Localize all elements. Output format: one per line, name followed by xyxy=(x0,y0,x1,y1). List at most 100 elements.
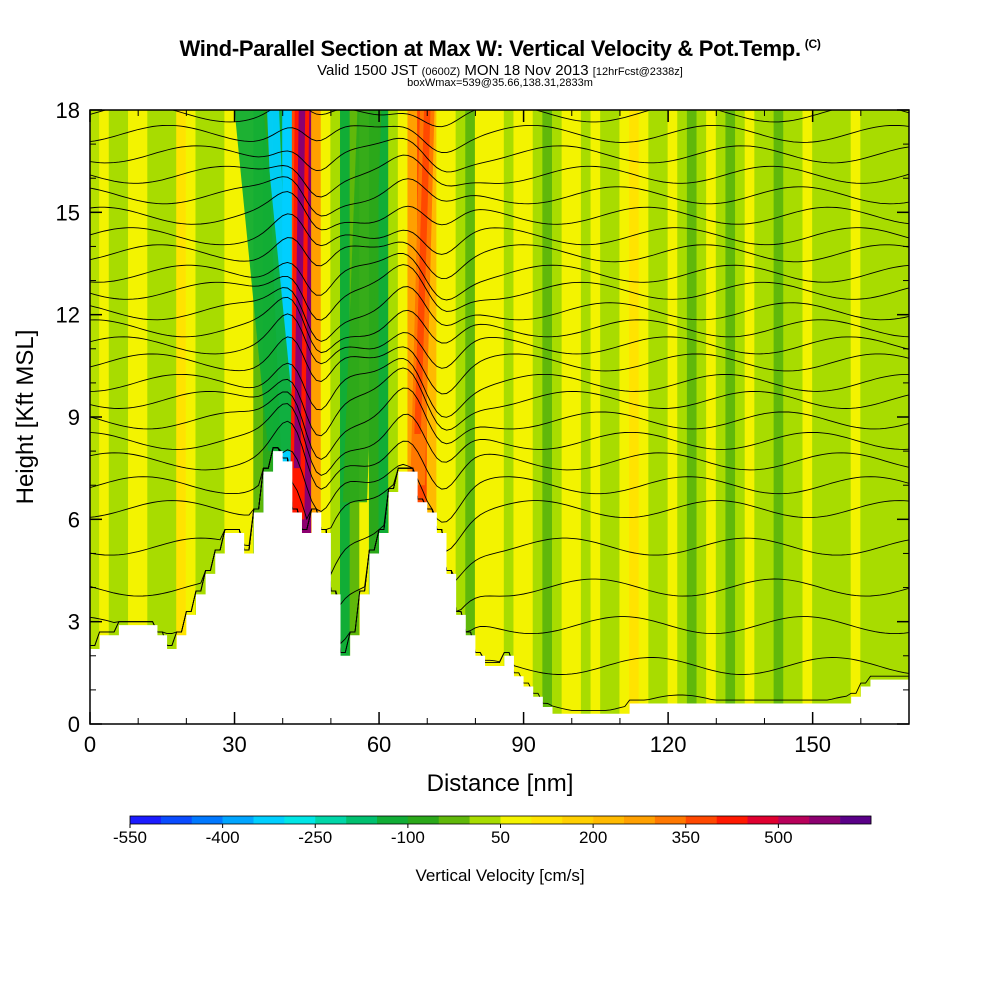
velocity-column xyxy=(696,110,708,724)
velocity-column xyxy=(580,110,592,724)
y-tick-label: 18 xyxy=(56,98,80,123)
updraft-core xyxy=(414,110,431,435)
theta-contour-line xyxy=(90,110,909,128)
velocity-column xyxy=(571,110,582,724)
colorbar-swatch xyxy=(438,816,470,824)
theta-contour-line xyxy=(90,420,909,490)
velocity-column xyxy=(253,110,264,724)
colorbar-swatch xyxy=(407,816,440,824)
chart-title-text: Wind-Parallel Section at Max W: Vertical… xyxy=(179,36,801,61)
x-tick-label: 0 xyxy=(84,732,96,757)
velocity-column xyxy=(860,110,871,724)
velocity-column xyxy=(725,110,737,724)
colorbar-swatch xyxy=(315,816,347,824)
theta-contour-line xyxy=(90,447,909,523)
velocity-column xyxy=(99,110,110,724)
velocity-column xyxy=(436,110,448,724)
velocity-column xyxy=(234,110,245,724)
velocity-column xyxy=(735,110,746,724)
velocity-column xyxy=(446,110,457,724)
colorbar-swatch xyxy=(469,816,501,824)
x-tick-label: 150 xyxy=(794,732,831,757)
colorbar-swatch xyxy=(346,816,378,824)
colorbar-label: -400 xyxy=(206,828,240,847)
theta-contour-line xyxy=(90,387,909,460)
colorbar-label: -100 xyxy=(391,828,425,847)
velocity-column xyxy=(792,110,804,724)
velocity-column xyxy=(532,110,544,724)
colorbar: -550 -400 -250 -100 50 200 350 500 xyxy=(113,815,872,847)
velocity-column xyxy=(609,110,621,724)
colorbar-swatch xyxy=(284,816,316,824)
theta-contour-line xyxy=(90,237,909,280)
colorbar-swatch xyxy=(191,816,223,824)
velocity-column xyxy=(340,110,351,724)
velocity-column xyxy=(821,110,833,724)
chart-subtitle-box: boxWmax=539@35.66,138.31,2833m xyxy=(407,77,593,89)
colorbar-swatch xyxy=(562,816,594,824)
velocity-column xyxy=(474,110,486,724)
velocity-column xyxy=(590,110,602,724)
velocity-column xyxy=(243,110,255,724)
y-axis: 0 3 6 9 12 15 18 xyxy=(56,98,909,737)
colorbar-swatch xyxy=(593,816,625,824)
x-tick-label: 120 xyxy=(650,732,687,757)
colorbar-swatch xyxy=(624,816,656,824)
velocity-column xyxy=(619,110,631,724)
theta-contour-line xyxy=(90,137,909,173)
theta-contour-line xyxy=(90,447,909,581)
velocity-column xyxy=(378,110,390,724)
velocity-column xyxy=(397,110,409,724)
velocity-column xyxy=(523,110,534,724)
velocity-column xyxy=(301,110,313,724)
velocity-column xyxy=(657,110,669,724)
theta-contour-line xyxy=(90,447,909,552)
subtitle-utc: (0600Z) xyxy=(421,66,461,78)
y-tick-label: 15 xyxy=(56,200,80,225)
velocity-column xyxy=(205,110,216,724)
x-tick-label: 30 xyxy=(222,732,246,757)
velocity-column xyxy=(802,110,814,724)
colorbar-swatch xyxy=(531,816,563,824)
colorbar-swatch xyxy=(654,816,687,824)
chart-subtitle: Valid 1500 JST (0600Z) MON 18 Nov 2013 [… xyxy=(0,62,1000,79)
velocity-column xyxy=(166,110,178,724)
downdraft-band xyxy=(342,110,382,503)
y-tick-label: 9 xyxy=(68,405,80,430)
theta-contour-line xyxy=(90,336,909,395)
velocity-column xyxy=(118,110,130,724)
velocity-column xyxy=(686,110,698,724)
colorbar-label: 350 xyxy=(672,828,700,847)
velocity-column xyxy=(841,110,852,724)
velocity-column xyxy=(850,110,862,724)
velocity-column xyxy=(388,110,399,724)
colorbar-label: -550 xyxy=(113,828,147,847)
velocity-column xyxy=(879,110,891,724)
colorbar-title: Vertical Velocity [cm/s] xyxy=(415,866,584,885)
velocity-column xyxy=(156,110,168,724)
colorbar-label: -250 xyxy=(298,828,332,847)
theta-contour-line xyxy=(90,176,909,217)
theta-contours xyxy=(90,110,909,711)
colorbar-swatch xyxy=(130,816,162,824)
theta-contour-line xyxy=(90,124,909,154)
y-tick-label: 0 xyxy=(68,712,80,737)
copyright-mark: (C) xyxy=(804,36,821,51)
x-tick-label: 90 xyxy=(511,732,535,757)
theta-contour-line xyxy=(90,191,909,231)
velocity-column xyxy=(185,110,197,724)
theta-contour-line xyxy=(90,252,909,301)
theta-contour-line xyxy=(90,296,909,354)
velocity-column xyxy=(108,110,120,724)
colorbar-label: 200 xyxy=(579,828,607,847)
velocity-column xyxy=(513,110,525,724)
terrain-mask xyxy=(90,451,909,724)
theta-contour-line xyxy=(90,367,909,437)
theta-contour-line xyxy=(90,403,909,476)
velocity-column xyxy=(754,110,765,724)
updraft-core xyxy=(293,110,306,469)
colorbar-swatch xyxy=(685,816,717,824)
velocity-column xyxy=(869,110,881,724)
velocity-column xyxy=(715,110,727,724)
subtitle-date: MON 18 Nov 2013 xyxy=(464,62,589,79)
